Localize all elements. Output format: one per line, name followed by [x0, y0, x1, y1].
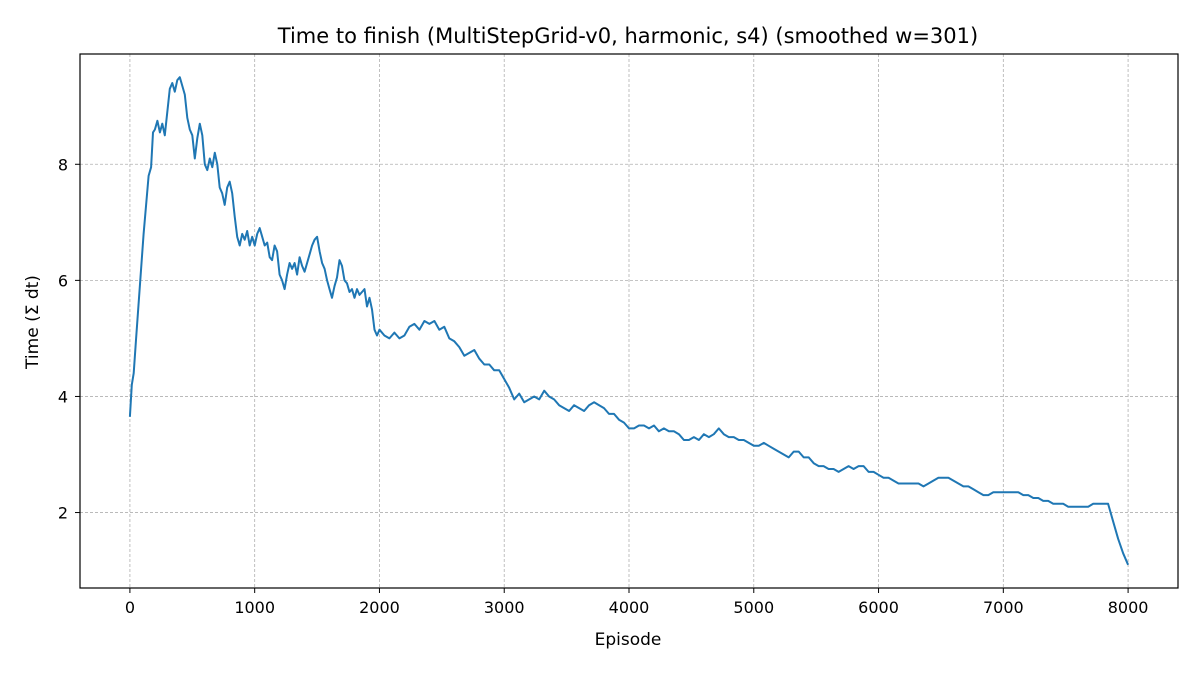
x-tick-label: 8000 [1108, 598, 1149, 617]
x-tick-label: 2000 [359, 598, 400, 617]
x-tick-label: 4000 [609, 598, 650, 617]
y-axis-label: Time (Σ dt) [23, 275, 43, 370]
series-line [128, 76, 1130, 566]
y-tick-label: 4 [58, 387, 68, 406]
x-tick-label: 5000 [733, 598, 774, 617]
series-layer [128, 76, 1130, 566]
x-tick-label: 1000 [234, 598, 275, 617]
x-tick-label: 0 [125, 598, 135, 617]
y-axis-ticks: 2 4 6 8 [58, 155, 80, 523]
x-axis-label: Episode [595, 630, 662, 650]
x-tick-label: 6000 [858, 598, 899, 617]
y-tick-label: 2 [58, 504, 68, 523]
y-tick-label: 8 [58, 155, 68, 174]
x-tick-label: 7000 [983, 598, 1024, 617]
x-axis-ticks: 0 1000 2000 3000 4000 5000 6000 7000 8000 [125, 588, 1149, 617]
y-tick-label: 6 [58, 271, 68, 290]
chart-title: Time to finish (MultiStepGrid-v0, harmon… [277, 24, 978, 48]
x-tick-label: 3000 [484, 598, 525, 617]
gridlines [80, 54, 1178, 588]
